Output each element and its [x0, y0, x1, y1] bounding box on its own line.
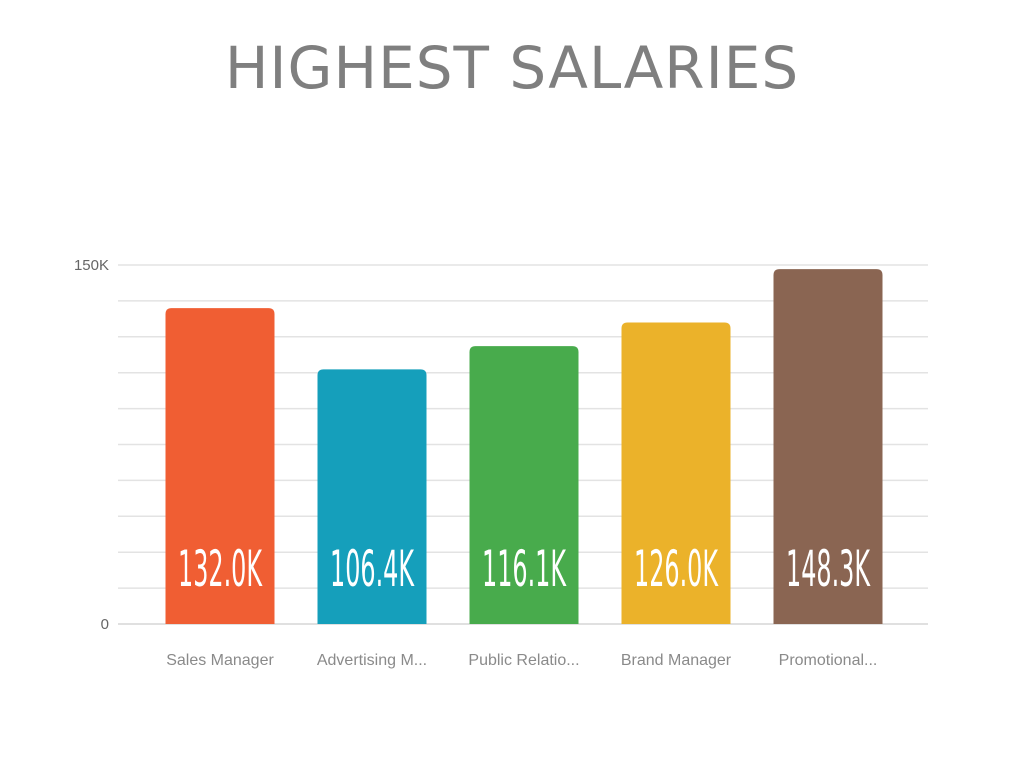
y-tick-label: 0: [101, 616, 109, 633]
bar-value-label: 106.4K: [330, 540, 415, 598]
value-labels: 132.0K 106.4K 116.1K 126.0K 148.3K: [178, 540, 871, 598]
bar: [773, 269, 883, 624]
category-label: Public Relatio...: [468, 652, 579, 669]
bar-value-label: 116.1K: [482, 540, 567, 598]
bar: [621, 322, 731, 624]
bar: [317, 369, 427, 624]
bar-value-label: 126.0K: [634, 540, 719, 598]
bar: [469, 346, 579, 624]
category-label: Sales Manager: [166, 652, 274, 669]
y-tick-label: 150K: [74, 257, 109, 274]
category-label: Promotional...: [779, 652, 878, 669]
category-label: Brand Manager: [621, 652, 732, 669]
bar-value-label: 132.0K: [178, 540, 263, 598]
bar: [165, 308, 275, 624]
chart-title: HIGHEST SALARIES: [224, 34, 800, 102]
bar-value-label: 148.3K: [786, 540, 871, 598]
category-labels: Sales Manager Advertising M... Public Rela…: [166, 652, 877, 669]
y-axis-ticks: 0 150K: [74, 257, 109, 633]
category-label: Advertising M...: [317, 652, 427, 669]
bars: [165, 269, 883, 624]
